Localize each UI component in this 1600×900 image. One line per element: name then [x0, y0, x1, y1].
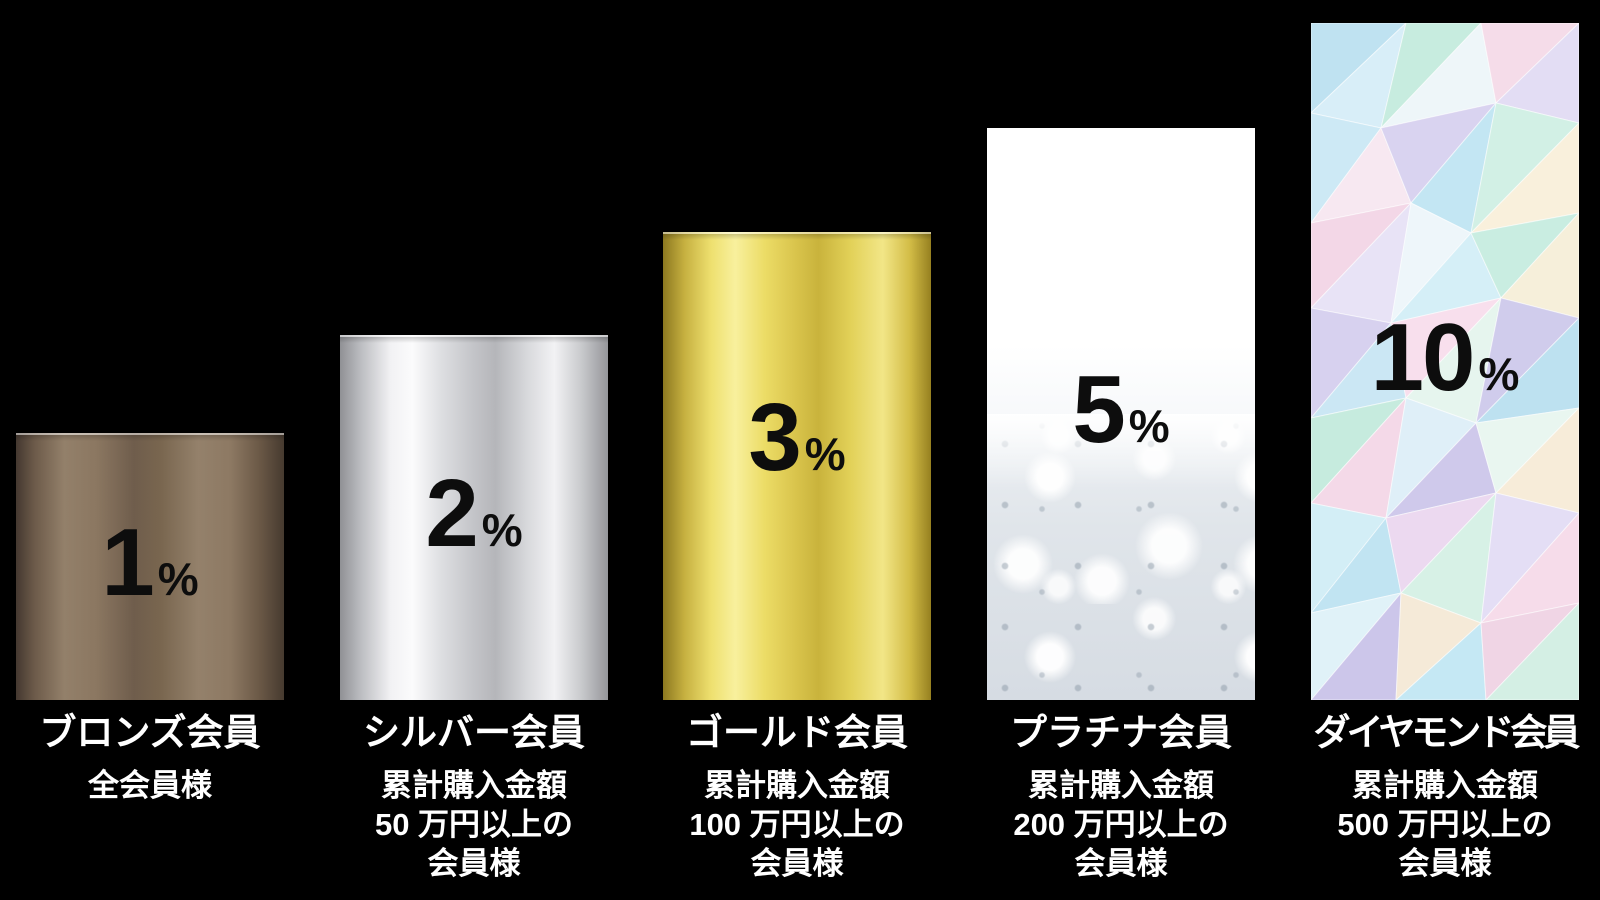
- percent-sign: %: [481, 503, 523, 556]
- requirement-line: 全会員様: [88, 767, 212, 803]
- tier-name: シルバー会員: [363, 712, 585, 753]
- tier-requirement: 累計購入金額 500 万円以上の 会員様: [1285, 766, 1600, 883]
- tier-requirement: 累計購入金額 100 万円以上の 会員様: [637, 766, 957, 883]
- requirement-line: 累計購入金額: [381, 767, 567, 803]
- rate-value: 3: [748, 384, 801, 492]
- tier-requirement: 全会員様: [0, 766, 310, 805]
- requirement-line: 累計購入金額: [1028, 767, 1214, 803]
- percent-sign: %: [1478, 347, 1520, 400]
- requirement-line: 会員様: [427, 845, 521, 881]
- tier-caption-bronze: ブロンズ会員 全会員様: [0, 712, 310, 805]
- bar-platinum: 5%: [987, 128, 1255, 700]
- rate-value: 2: [425, 459, 478, 567]
- tier-caption-platinum: プラチナ会員 累計購入金額 200 万円以上の 会員様: [961, 712, 1281, 883]
- requirement-line: 100 万円以上の: [689, 806, 905, 842]
- tier-requirement: 累計購入金額 200 万円以上の 会員様: [961, 766, 1281, 883]
- rate-label-diamond: 10%: [1371, 309, 1520, 406]
- bar-diamond: 10%: [1311, 23, 1579, 700]
- requirement-line: 会員様: [750, 845, 844, 881]
- diamond-holographic-texture: [1311, 23, 1579, 700]
- tier-caption-gold: ゴールド会員 累計購入金額 100 万円以上の 会員様: [637, 712, 957, 883]
- requirement-line: 累計購入金額: [704, 767, 890, 803]
- rate-label-bronze: 1%: [101, 514, 199, 611]
- requirement-line: 200 万円以上の: [1013, 806, 1229, 842]
- rate-value: 5: [1072, 356, 1125, 464]
- bar-bronze: 1%: [16, 433, 284, 700]
- requirement-line: 50 万円以上の: [374, 806, 574, 842]
- percent-sign: %: [157, 552, 199, 605]
- percent-sign: %: [1128, 400, 1170, 453]
- rate-label-platinum: 5%: [1072, 362, 1169, 458]
- tier-requirement: 累計購入金額 50 万円以上の 会員様: [314, 766, 634, 883]
- rate-value: 10: [1370, 303, 1476, 411]
- requirement-line: 500 万円以上の: [1337, 806, 1553, 842]
- requirement-line: 会員様: [1398, 845, 1492, 881]
- tier-name: プラチナ会員: [1010, 712, 1232, 753]
- rate-label-gold: 3%: [748, 390, 845, 486]
- tier-caption-silver: シルバー会員 累計購入金額 50 万円以上の 会員様: [314, 712, 634, 883]
- tier-name: ゴールド会員: [686, 712, 908, 753]
- tier-caption-diamond: ダイヤモンド会員 累計購入金額 500 万円以上の 会員様: [1285, 712, 1600, 883]
- tier-name: ブロンズ会員: [39, 712, 261, 753]
- requirement-line: 累計購入金額: [1352, 767, 1538, 803]
- bar-gold: 3%: [663, 232, 931, 700]
- bar-silver: 2%: [340, 335, 608, 700]
- tier-name: ダイヤモンド会員: [1313, 712, 1581, 753]
- requirement-line: 会員様: [1074, 845, 1168, 881]
- rate-label-silver: 2%: [425, 465, 523, 562]
- percent-sign: %: [804, 428, 846, 481]
- rate-value: 1: [101, 508, 154, 616]
